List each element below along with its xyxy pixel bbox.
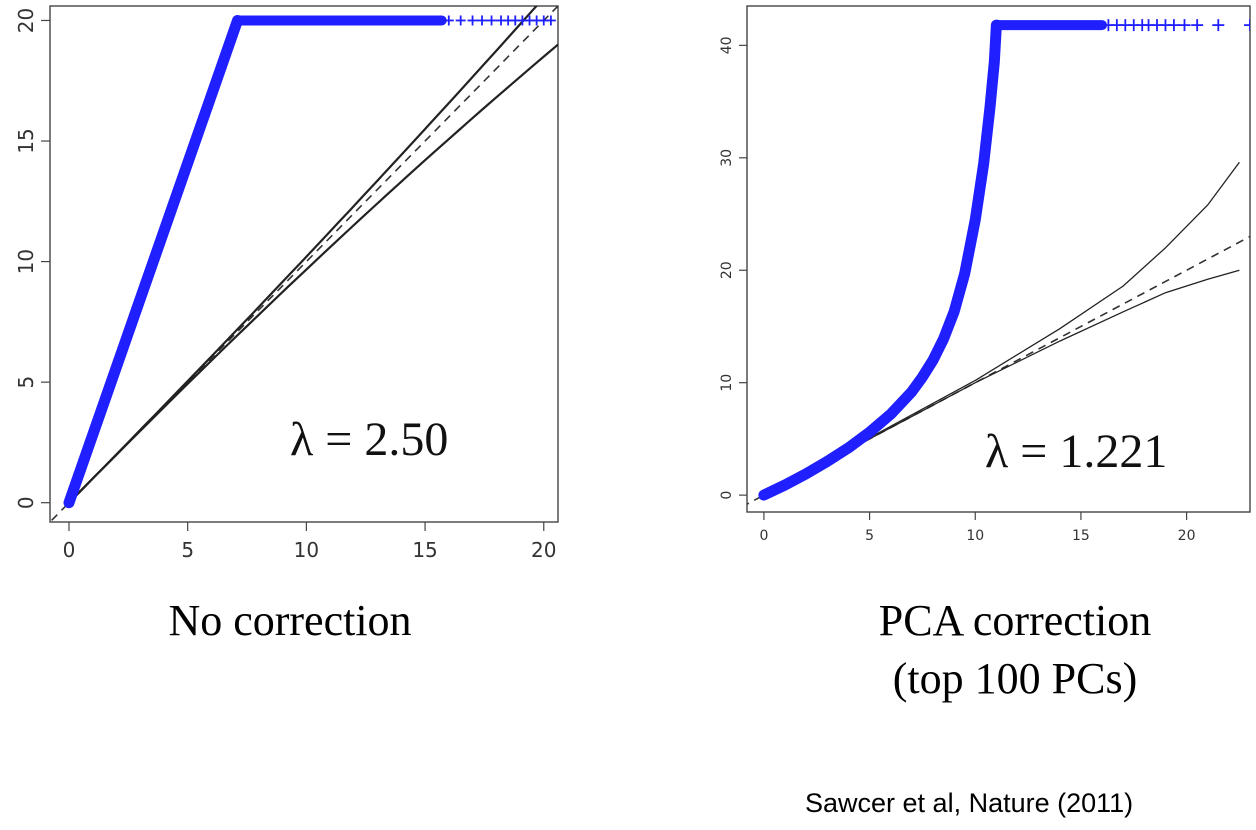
y-tick: 30	[719, 149, 747, 167]
x-tick-label: 10	[294, 538, 319, 562]
observed-point	[545, 15, 556, 26]
plot-area	[50, 6, 558, 522]
y-tick: 40	[719, 36, 747, 54]
x-tick-label: 15	[1072, 528, 1090, 544]
x-tick: 0	[759, 512, 768, 544]
observed-points	[758, 19, 1250, 501]
caption-no-correction-text: No correction	[168, 596, 412, 645]
observed-point	[1244, 19, 1250, 32]
caption-pca-correction: PCA correction (top 100 PCs)	[800, 592, 1230, 708]
y-tick: 20	[14, 8, 50, 33]
caption-no-correction: No correction	[90, 592, 490, 650]
plot-frame	[746, 5, 1251, 513]
y-tick: 20	[719, 261, 747, 279]
y-tick-label: 20	[719, 261, 735, 279]
x-tick-label: 15	[412, 538, 437, 562]
x-tick: 15	[412, 522, 438, 562]
y-tick-label: 5	[14, 376, 38, 389]
y-tick-label: 40	[719, 36, 735, 54]
y-tick-label: 0	[719, 491, 735, 500]
confidence-band-lower	[763, 269, 1240, 496]
citation-text: Sawcer et al, Nature (2011)	[805, 788, 1134, 818]
observed-point	[1212, 19, 1225, 32]
citation: Sawcer et al, Nature (2011)	[805, 788, 1133, 819]
x-tick-label: 5	[865, 528, 874, 544]
x-tick: 5	[865, 512, 874, 544]
observed-point	[1178, 19, 1191, 32]
x-tick-label: 5	[181, 538, 194, 562]
x-tick: 15	[1072, 512, 1090, 544]
lambda-annotation: λ = 2.50	[290, 413, 448, 466]
qq-plot-no-correction: 0 5 10 15 20 0 5 10 15 20 λ = 2.50	[14, 5, 559, 562]
y-tick: 5	[14, 376, 50, 389]
y-tick-label: 10	[14, 249, 38, 274]
plot-area	[747, 19, 1250, 506]
y-tick-label: 20	[14, 8, 38, 33]
y-tick-label: 10	[719, 374, 735, 392]
observed-dense-rise	[63, 14, 244, 509]
observed-point	[477, 15, 488, 26]
lambda-annotation: λ = 1.221	[985, 425, 1167, 478]
y-tick-label: 15	[14, 128, 38, 153]
x-tick: 10	[966, 512, 984, 544]
x-tick-label: 20	[1178, 528, 1196, 544]
observed-point	[443, 15, 454, 26]
confidence-band-upper	[763, 161, 1240, 496]
expected-null-line	[50, 6, 558, 522]
observed-point	[455, 15, 466, 26]
observed-point	[1191, 19, 1204, 32]
y-tick: 10	[719, 374, 747, 392]
y-tick-label: 30	[719, 149, 735, 167]
y-tick: 10	[14, 249, 50, 274]
x-tick-label: 0	[63, 538, 76, 562]
y-tick: 0	[14, 496, 50, 509]
caption-pca-correction-text: PCA correction (top 100 PCs)	[878, 596, 1152, 703]
x-tick: 10	[294, 522, 319, 562]
observed-dense-curve	[758, 19, 1002, 501]
x-tick-label: 10	[966, 528, 984, 544]
observed-points	[63, 14, 556, 509]
observed-point	[486, 15, 497, 26]
x-tick: 0	[63, 522, 76, 562]
observed-point	[467, 15, 478, 26]
observed-point	[1167, 19, 1180, 32]
plot-frame	[49, 5, 559, 523]
y-tick: 15	[14, 128, 50, 154]
x-tick-label: 20	[531, 538, 556, 562]
qq-plot-pca-correction: 0 5 10 15 20 0 10 20 30 40 λ = 1.221	[719, 5, 1251, 544]
x-tick: 5	[181, 522, 194, 562]
x-tick-label: 0	[759, 528, 768, 544]
confidence-band-lower	[68, 43, 558, 504]
x-tick: 20	[531, 522, 556, 562]
y-tick-label: 0	[14, 496, 38, 509]
y-tick: 0	[719, 491, 747, 500]
x-tick: 20	[1178, 512, 1196, 544]
